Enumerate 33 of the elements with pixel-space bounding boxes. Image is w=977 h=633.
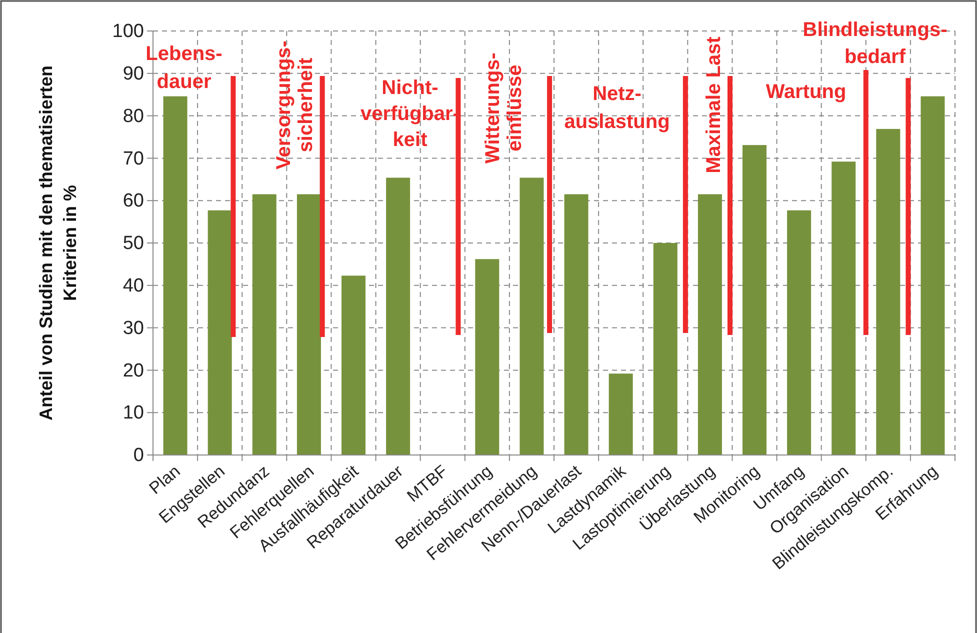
y-tick-label: 40	[122, 275, 144, 296]
annotation: Maximale Last	[703, 36, 725, 174]
y-axis-title: Anteil von Studien mit den thematisierten Kriterien in %	[36, 65, 80, 421]
bar	[832, 162, 856, 455]
bar	[698, 194, 722, 455]
bar	[386, 178, 410, 455]
bar	[920, 96, 945, 455]
bar	[163, 96, 188, 455]
annotation: Netz- auslastung	[564, 83, 670, 133]
bar	[608, 374, 633, 455]
annotation: Wartung	[766, 81, 846, 103]
annotation: Blindleistungs- bedarf	[802, 19, 948, 68]
bar	[653, 243, 678, 455]
annotation: Witterungs- einflüsse	[482, 52, 526, 164]
y-tick-label: 80	[122, 106, 144, 127]
y-tick-label: 70	[122, 148, 144, 170]
y-tick-label: 50	[122, 233, 144, 254]
bar	[520, 178, 544, 455]
bar	[252, 194, 276, 455]
y-tick-label: 20	[122, 360, 144, 382]
y-tick-label: 10	[122, 402, 144, 424]
y-tick-label: 0	[133, 445, 144, 466]
bar	[564, 194, 588, 455]
y-tick-label: 90	[122, 63, 144, 84]
y-tick-label: 60	[122, 190, 144, 212]
bar	[742, 145, 766, 455]
bar	[876, 128, 900, 455]
bar	[475, 259, 500, 455]
y-tick-label: 100	[112, 21, 144, 42]
y-tick-label: 30	[122, 318, 144, 339]
bar	[342, 276, 366, 455]
bar	[787, 210, 812, 455]
annotation: Versorgungs- sicherheit	[273, 40, 317, 170]
